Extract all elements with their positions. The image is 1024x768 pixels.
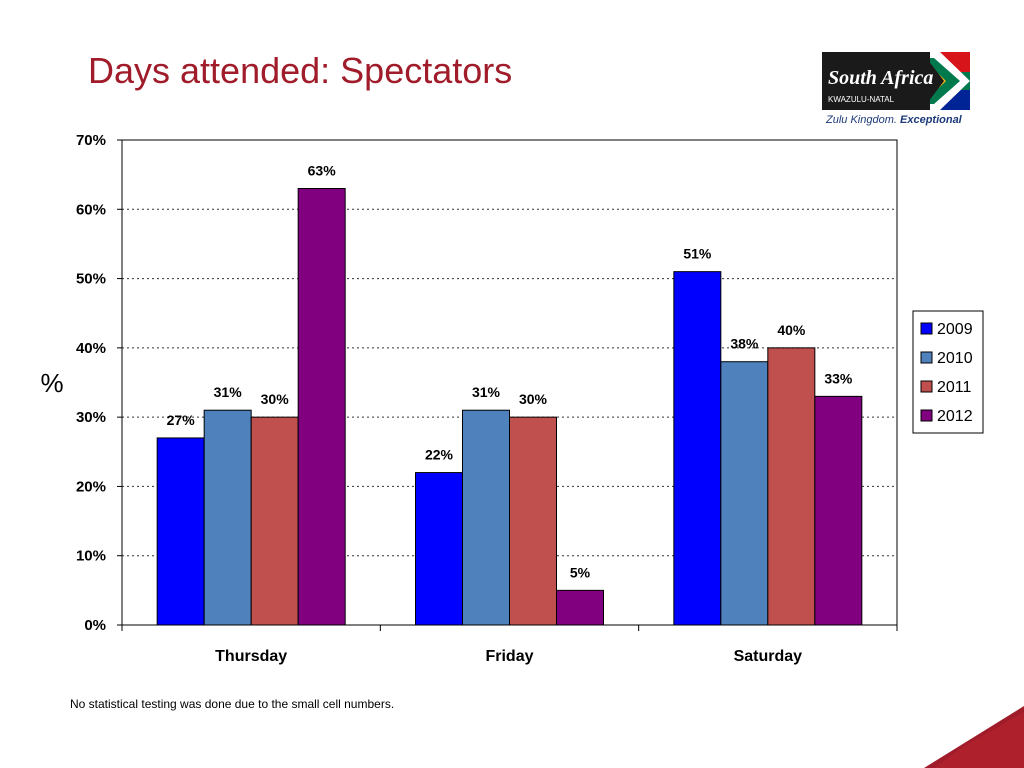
bar-2009-friday (415, 472, 463, 626)
bars (156, 188, 863, 626)
x-tick-label: Thursday (215, 648, 287, 665)
legend-label: 2009 (937, 321, 973, 338)
data-label: 5% (570, 564, 591, 580)
south-africa-logo: South Africa KWAZULU-NATAL Zulu Kingdom.… (818, 52, 970, 130)
x-tick-label: Saturday (734, 648, 803, 665)
bar-2010-saturday (720, 361, 769, 626)
logo-name: South Africa (828, 67, 933, 89)
bar-2009-thursday (156, 437, 205, 626)
logo-tagline-end: Exceptional (900, 114, 962, 126)
bar-2012-friday (556, 589, 604, 626)
bar-2010-thursday (203, 409, 252, 626)
bar-2009-saturday (673, 271, 722, 626)
y-tick-label: 40% (76, 340, 106, 357)
y-tick-label: 60% (76, 201, 106, 218)
bar-chart: 0% 10% 20% 30% 40% 50% 60% 70% Thursday Friday Sat… (40, 132, 984, 665)
data-label: 51% (683, 246, 712, 262)
data-label: 40% (777, 322, 806, 338)
bar-2012-thursday (297, 188, 346, 626)
data-label: 33% (824, 370, 853, 386)
logo-tagline-start: Zulu Kingdom. (826, 114, 897, 126)
bar-2011-friday (509, 416, 557, 626)
y-axis-title: % (40, 368, 63, 398)
legend-swatch-2009 (920, 322, 933, 335)
y-tick-label: 70% (76, 132, 106, 149)
corner-decoration (924, 706, 1024, 768)
legend-label: 2012 (937, 408, 973, 425)
y-tick-label: 30% (76, 409, 106, 426)
data-label: 30% (519, 391, 548, 407)
bar-2011-thursday (250, 416, 299, 626)
data-label: 38% (730, 336, 759, 352)
bar-2012-saturday (814, 395, 863, 626)
data-label: 31% (214, 384, 243, 400)
data-label: 27% (167, 412, 196, 428)
legend-label: 2010 (937, 350, 973, 367)
y-tick-label: 10% (76, 548, 106, 565)
logo-region: KWAZULU-NATAL (828, 95, 895, 104)
legend-swatch-2010 (920, 351, 933, 364)
legend: 2009 2010 2011 2012 (912, 310, 984, 434)
data-label: 22% (425, 447, 454, 463)
x-tick-label: Friday (485, 648, 533, 665)
data-labels: 27% 31% 30% 63% 22% 31% 30% 5% 51% 38% 40% 33% (167, 163, 853, 581)
y-tick-label: 0% (84, 617, 106, 634)
legend-swatch-2012 (920, 409, 933, 422)
bar-2010-friday (462, 409, 510, 626)
logo-emblem: South Africa KWAZULU-NATAL (822, 52, 970, 110)
page-title: Days attended: Spectators (88, 50, 513, 91)
footnote: No statistical testing was done due to t… (70, 697, 395, 711)
legend-swatch-2011 (920, 380, 933, 393)
axes: 0% 10% 20% 30% 40% 50% 60% 70% Thursday Friday Sat… (76, 132, 898, 665)
logo-tagline: Zulu Kingdom. Exceptional (826, 114, 962, 126)
bar-2011-saturday (767, 347, 816, 626)
data-label: 63% (308, 163, 337, 179)
data-label: 30% (261, 391, 290, 407)
legend-label: 2011 (937, 379, 972, 396)
y-tick-label: 50% (76, 271, 106, 288)
y-tick-label: 20% (76, 478, 106, 495)
data-label: 31% (472, 384, 501, 400)
